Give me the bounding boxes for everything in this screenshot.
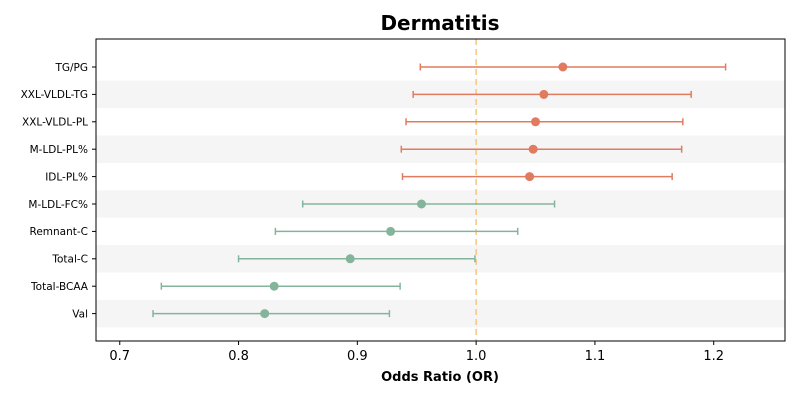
x-axis-label: Odds Ratio (OR) (381, 370, 499, 385)
chart-title: Dermatitis (380, 11, 499, 35)
y-axis: TG/PG XXL-VLDL-TG XXL-VLDL-PL M-LDL-PL% IDL-… (21, 62, 96, 320)
data-marks (152, 62, 727, 319)
x-tick-label: 1.2 (703, 349, 724, 364)
y-tick-label: XXL-VLDL-TG (21, 89, 88, 101)
y-tick-label: Val (72, 308, 88, 320)
or-point (386, 226, 396, 236)
y-tick-label: IDL-PL% (45, 171, 88, 183)
x-tick-label: 1.1 (585, 349, 606, 364)
y-tick-label: Remnant-C (30, 226, 89, 238)
y-tick-label: Total-BCAA (30, 281, 89, 293)
x-tick-label: 0.7 (109, 349, 130, 364)
y-tick-label: M-LDL-PL% (30, 144, 88, 156)
or-point (558, 62, 568, 72)
plot-frame (95, 38, 786, 342)
y-tick-label: XXL-VLDL-PL (22, 117, 88, 129)
y-tick-label: Total-C (51, 254, 88, 266)
or-point (269, 281, 279, 291)
x-tick-label: 0.9 (347, 349, 368, 364)
or-point (260, 309, 270, 319)
x-tick-label: 1.0 (466, 349, 487, 364)
x-axis: 0.7 0.8 0.9 1.0 1.1 1.2 (109, 341, 724, 364)
or-point (539, 89, 549, 99)
or-point (416, 199, 426, 209)
y-tick-label: TG/PG (54, 62, 88, 74)
or-point (528, 144, 538, 154)
x-tick-label: 0.8 (228, 349, 249, 364)
or-point (525, 172, 535, 182)
y-tick-label: M-LDL-FC% (28, 199, 88, 211)
or-point (531, 117, 541, 127)
or-point (345, 254, 355, 264)
